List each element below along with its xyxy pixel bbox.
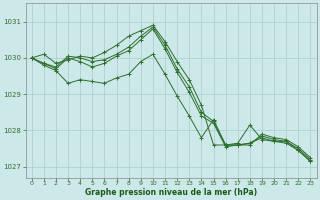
- X-axis label: Graphe pression niveau de la mer (hPa): Graphe pression niveau de la mer (hPa): [85, 188, 257, 197]
